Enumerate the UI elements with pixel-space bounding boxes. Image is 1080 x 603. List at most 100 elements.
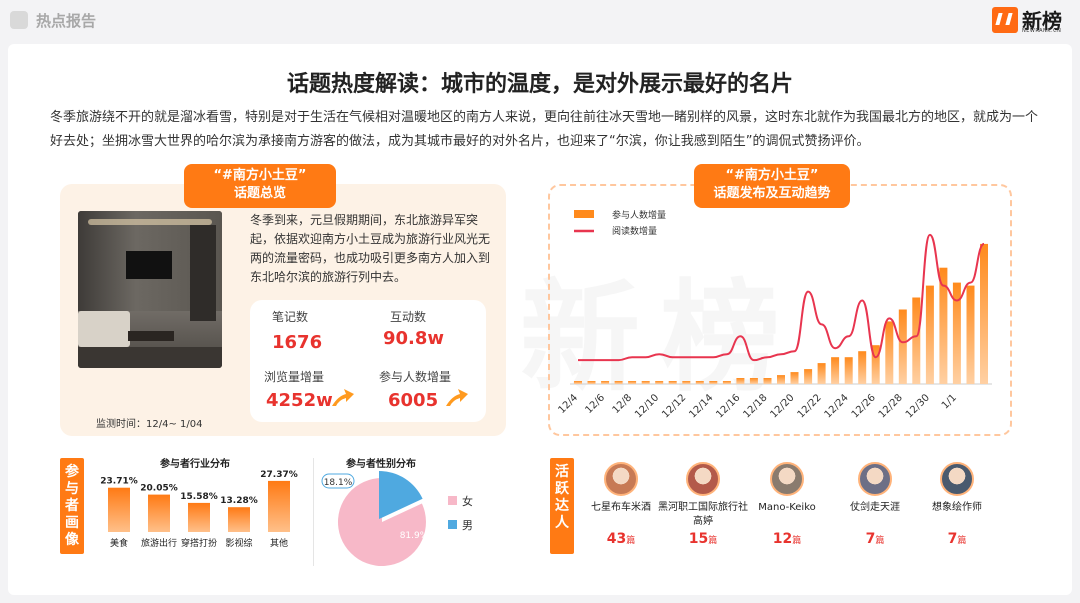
- industry-bar-影视综: [228, 507, 250, 532]
- trend-bar-12/31: [939, 267, 948, 384]
- trend-bar-12/9: [641, 381, 650, 384]
- trend-bar-12/15: [722, 381, 731, 384]
- x-tick-12/8: 12/8: [611, 392, 635, 416]
- gender-chart: 81.9% 18.1% 女男: [321, 470, 473, 566]
- x-tick-12/4: 12/4: [556, 392, 580, 416]
- trend-bar-12/21: [804, 369, 813, 384]
- trend-bar-12/25: [858, 351, 867, 384]
- gender-slice-女: [337, 478, 426, 566]
- notes-label: 笔记数: [272, 310, 309, 324]
- x-tick-12/22: 12/22: [796, 392, 824, 420]
- talent-name: 想象绘作师: [932, 502, 982, 513]
- industry-value-影视综: 13.28%: [220, 496, 258, 506]
- logo-text: 新榜: [1022, 9, 1062, 33]
- trend-bar-12/19: [777, 375, 785, 384]
- talent-post-count: 12篇: [742, 531, 832, 547]
- trend-bar-12/20: [790, 372, 799, 384]
- talent-post-count: 7篇: [830, 531, 920, 547]
- persona-label: 参与者画像: [60, 458, 84, 554]
- trend-bar-12/27: [885, 321, 894, 384]
- industry-value-旅游出行: 20.05%: [140, 484, 178, 494]
- trend-bar-12/29: [912, 297, 921, 384]
- talent-avatar[interactable]: [858, 462, 892, 496]
- talent-count-unit: 篇: [792, 536, 802, 546]
- trend-bar-12/16: [736, 378, 745, 384]
- x-tick-12/12: 12/12: [660, 392, 688, 420]
- x-tick-12/18: 12/18: [741, 392, 769, 420]
- participants-label: 参与人数增量: [379, 370, 452, 384]
- divider: [313, 458, 314, 566]
- trend-bar-12/12: [682, 381, 691, 384]
- gender-legend-label-男: 男: [462, 519, 473, 532]
- industry-label-美食: 美食: [110, 537, 128, 549]
- trend-bar-1/2: [966, 285, 975, 384]
- trend-bar-1/1: [952, 282, 961, 384]
- trend-bar-12/18: [763, 378, 772, 384]
- talent-count-value: 12: [772, 531, 793, 547]
- talent-count-value: 7: [947, 531, 958, 547]
- top-bar: 热点报告 新榜 NEWRANK.CN: [0, 0, 1080, 40]
- trend-bar-12/28: [898, 309, 907, 384]
- interactions-label: 互动数: [390, 310, 427, 324]
- gender-legend-swatch-男: [448, 520, 457, 529]
- talent-avatar[interactable]: [770, 462, 804, 496]
- x-tick-1/1: 1/1: [940, 392, 959, 411]
- participants-up-arrow-icon: [446, 389, 468, 406]
- talent-count-unit: 篇: [957, 536, 967, 546]
- legend-bar-label: 参与人数增量: [612, 209, 666, 221]
- notes-value: 1676: [272, 332, 323, 353]
- talent-post-count: 15篇: [658, 531, 748, 547]
- talent-card[interactable]: 想象绘作师 7篇: [912, 462, 1002, 547]
- x-tick-12/10: 12/10: [633, 392, 661, 420]
- industry-label-影视综: 影视综: [225, 537, 252, 549]
- overview-badge: “#南方小土豆” 话题总览: [184, 164, 336, 208]
- section-icon: [10, 11, 28, 29]
- trend-bar-12/13: [695, 381, 704, 384]
- trend-bar-1/3: [980, 243, 988, 384]
- talent-avatar[interactable]: [604, 462, 638, 496]
- trend-bar-12/8: [628, 381, 637, 384]
- talent-avatar[interactable]: [940, 462, 974, 496]
- trend-bar-12/4: [574, 381, 582, 384]
- industry-bar-美食: [108, 487, 130, 532]
- trend-bar-12/10: [655, 381, 664, 384]
- talent-post-count: 7篇: [912, 531, 1002, 547]
- trend-bar-12/30: [925, 285, 934, 384]
- page-title: 话题热度解读：城市的温度，是对外展示最好的名片: [286, 72, 793, 97]
- talent-count-value: 7: [865, 531, 876, 547]
- talent-name: Mano-Keiko: [758, 502, 816, 513]
- gender-chart-title: 参与者性别分布: [346, 459, 416, 470]
- talent-avatar[interactable]: [686, 462, 720, 496]
- gender-slice-男: [379, 470, 423, 519]
- x-tick-12/16: 12/16: [714, 392, 742, 420]
- intro-paragraph: 冬季旅游绕不开的就是溜冰看雪，特别是对于生活在气候相对温暖地区的南方人来说，更向…: [50, 110, 1039, 149]
- trend-bar-12/6: [601, 381, 610, 384]
- trend-badge: “#南方小土豆” 话题发布及互动趋势: [694, 164, 850, 208]
- participants-value: 6005: [388, 390, 439, 411]
- living-room-photo: [78, 211, 222, 368]
- talent-count-value: 15: [688, 531, 709, 547]
- talent-card[interactable]: 七星布车米酒 43篇: [576, 462, 666, 547]
- trend-bar-12/5: [587, 381, 596, 384]
- industry-value-其他: 27.37%: [260, 470, 298, 480]
- trend-bar-12/24: [844, 357, 853, 384]
- talent-label: 活跃达人: [550, 458, 574, 554]
- talent-name: 黑河职工国际旅行社高婷: [658, 502, 748, 527]
- trend-bar-12/22: [817, 363, 826, 384]
- newrank-logo: 新榜 NEWRANK.CN: [992, 5, 1070, 37]
- interactions-value: 90.8w: [383, 328, 445, 349]
- trend-bar-12/14: [709, 381, 718, 384]
- talent-card[interactable]: 仗剑走天涯 7篇: [830, 462, 920, 547]
- talent-card[interactable]: 黑河职工国际旅行社高婷 15篇: [658, 462, 748, 547]
- industry-chart-title: 参与者行业分布: [160, 459, 230, 470]
- trend-badge-line1: “#南方小土豆”: [725, 168, 819, 183]
- trend-bar-12/11: [668, 381, 677, 384]
- trend-bar-12/7: [614, 381, 623, 384]
- logo-mark-icon: [992, 7, 1018, 33]
- legend-line-label: 阅读数增量: [612, 225, 657, 237]
- x-tick-12/14: 12/14: [687, 392, 715, 420]
- industry-value-穿搭打扮: 15.58%: [180, 492, 218, 502]
- talent-card[interactable]: Mano-Keiko 12篇: [742, 462, 832, 547]
- trend-bar-12/26: [871, 345, 880, 384]
